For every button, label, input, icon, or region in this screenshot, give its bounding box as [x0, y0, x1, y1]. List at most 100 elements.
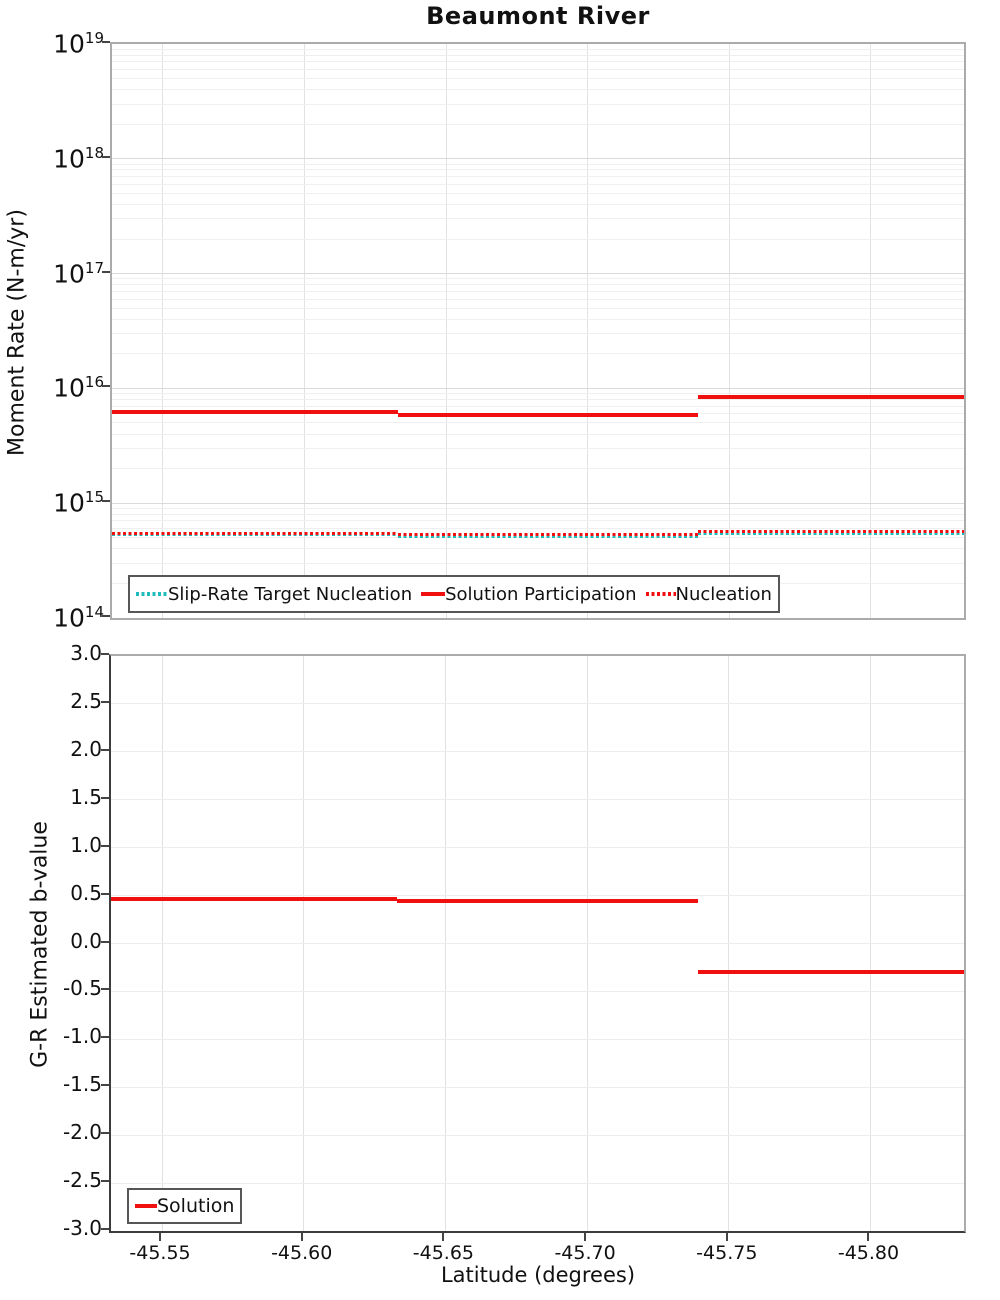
series-solution-participation	[697, 394, 964, 399]
legend-sample-slip-rate-target-nucleation	[136, 592, 168, 596]
x-tick-label: -45.55	[129, 1242, 191, 1264]
gridline-h-minor	[112, 353, 964, 355]
top-y-axis-label: Moment Rate (N-m/yr)	[4, 209, 30, 456]
legend-sample-nucleation	[645, 592, 676, 596]
x-tick-mark	[584, 1233, 587, 1241]
gridline-vertical	[303, 44, 305, 618]
gridline-h	[111, 943, 964, 944]
top-panel	[110, 42, 966, 620]
bottom-plot-area	[111, 656, 964, 1231]
y-tick-label: 1.5	[70, 784, 102, 809]
gridline-h	[111, 1086, 964, 1088]
gridline-h-minor	[112, 103, 964, 105]
y-tick-mark	[101, 1084, 109, 1087]
x-tick-mark	[442, 1233, 445, 1241]
x-tick-label: -45.70	[554, 1242, 616, 1264]
legend-sample-solution	[135, 1204, 157, 1208]
gridline-h-minor	[112, 54, 964, 56]
gridline-h	[111, 847, 964, 849]
y-tick-mark	[101, 1036, 109, 1039]
x-tick-label: -45.80	[837, 1242, 900, 1264]
y-tick-mark	[101, 892, 109, 895]
gridline-vertical	[587, 44, 589, 618]
gridline-h-minor	[112, 169, 964, 171]
x-tick-mark	[867, 1233, 870, 1241]
y-tick-mark	[102, 615, 110, 617]
y-tick-mark	[101, 1180, 109, 1183]
y-tick-mark	[102, 500, 110, 503]
gridline-h-minor	[112, 422, 964, 424]
gridline-h	[111, 1038, 964, 1040]
gridline-h-major	[112, 273, 964, 275]
gridline-h	[111, 1134, 964, 1136]
y-tick-label: 1016	[53, 373, 104, 403]
gridline-h-minor	[112, 333, 964, 335]
gridline-h-major	[112, 502, 964, 504]
bottom-panel	[109, 654, 966, 1233]
series-nucleation	[397, 533, 698, 537]
y-tick-label: 3.0	[70, 641, 102, 665]
gridline-h-minor	[112, 399, 964, 401]
y-tick-label: 1019	[53, 29, 104, 59]
y-tick-label: 1014	[53, 603, 104, 633]
y-tick-mark	[101, 1228, 109, 1230]
gridline-h-minor	[112, 278, 964, 280]
gridline-h-minor	[112, 192, 964, 194]
y-tick-mark	[102, 155, 110, 158]
gridline-h	[111, 751, 964, 753]
series-solution-participation	[112, 410, 398, 415]
legend-label-nucleation: Nucleation	[675, 583, 772, 605]
gridline-h-minor	[112, 447, 964, 449]
gridline-h	[111, 990, 964, 992]
gridline-h-minor	[112, 405, 964, 407]
gridline-h-minor	[112, 123, 964, 125]
y-tick-label: -2.0	[62, 1120, 102, 1145]
gridline-h-minor	[112, 61, 964, 63]
y-tick-label: 1018	[53, 143, 104, 174]
gridline-h	[111, 799, 964, 801]
series-nucleation	[697, 530, 964, 534]
series-solution-participation	[397, 412, 698, 417]
legend-bottom: Solution	[127, 1188, 243, 1224]
gridline-h-minor	[112, 203, 964, 205]
gridline-h	[111, 895, 964, 897]
y-tick-mark	[101, 844, 109, 847]
y-tick-label: 2.0	[70, 736, 102, 761]
y-tick-label: 2.5	[70, 688, 102, 713]
y-tick-mark	[101, 700, 109, 703]
series-solution	[111, 897, 398, 902]
gridline-h-minor	[112, 393, 964, 395]
y-tick-label: 0.0	[70, 928, 102, 953]
y-tick-label: -1.0	[62, 1024, 102, 1049]
gridline-h	[111, 1182, 964, 1184]
gridline-h-minor	[112, 238, 964, 240]
y-tick-mark	[101, 940, 109, 943]
y-tick-mark	[101, 796, 109, 799]
x-tick-label: -45.65	[412, 1242, 475, 1264]
series-solution	[697, 970, 964, 975]
y-tick-mark	[101, 1132, 109, 1135]
gridline-h-minor	[112, 284, 964, 286]
y-tick-label: 0.5	[70, 880, 102, 905]
gridline-h-major	[112, 387, 964, 389]
gridline-h	[111, 703, 964, 705]
gridline-h-minor	[112, 176, 964, 178]
gridline-h-minor	[112, 68, 964, 70]
y-tick-label: -1.5	[62, 1072, 102, 1097]
gridline-h-minor	[112, 298, 964, 300]
legend-top: Slip-Rate Target Nucleation Solution Par…	[128, 575, 780, 613]
gridline-h-minor	[112, 163, 964, 165]
gridline-h-minor	[112, 318, 964, 320]
gridline-h-minor	[112, 528, 964, 530]
x-axis-label: Latitude (degrees)	[440, 1263, 636, 1287]
series-nucleation	[112, 531, 398, 535]
gridline-h-minor	[112, 89, 964, 91]
y-tick-mark	[101, 988, 109, 991]
gridline-h-minor	[112, 78, 964, 80]
legend-label-solution-participation: Solution Participation	[445, 583, 637, 605]
y-tick-label: -3.0	[62, 1216, 102, 1240]
page-title: Beaumont River	[426, 2, 650, 30]
gridline-h-minor	[112, 48, 964, 50]
x-tick-mark	[725, 1233, 728, 1241]
